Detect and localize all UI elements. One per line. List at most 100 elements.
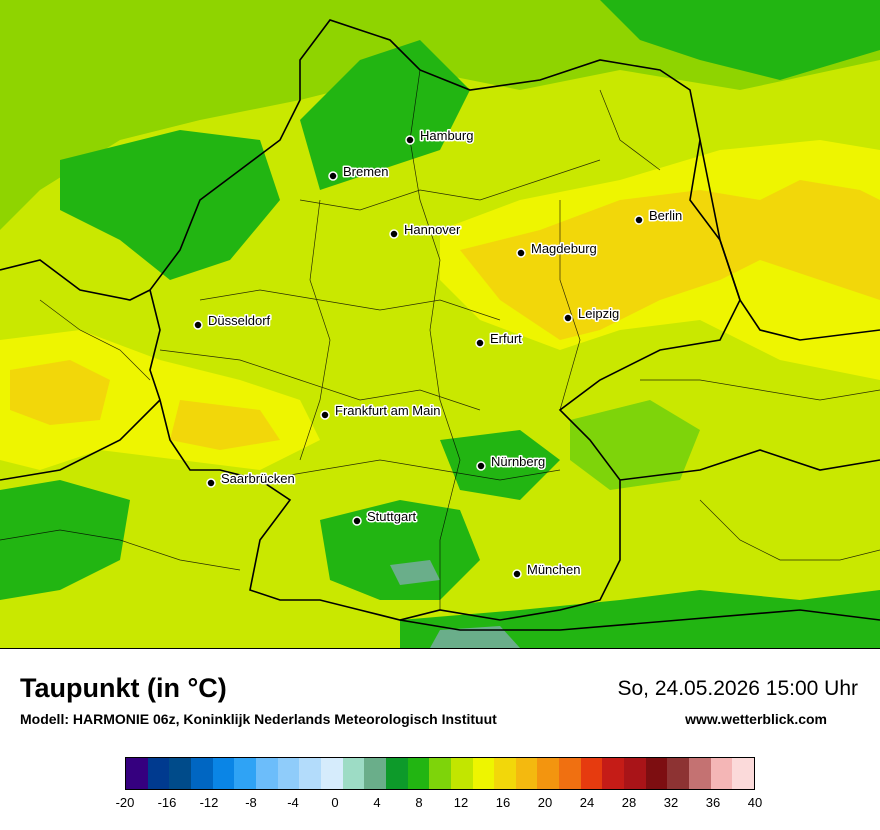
legend-tick-label: 20 — [537, 795, 553, 810]
svg-text:Nürnberg: Nürnberg — [491, 454, 545, 469]
legend-swatch — [450, 758, 473, 789]
city-magdeburg: Magdeburg — [516, 240, 598, 258]
legend-tick-label: -4 — [287, 795, 299, 810]
model-credit: Modell: HARMONIE 06z, Koninklijk Nederla… — [20, 711, 497, 727]
legend-swatch — [559, 758, 581, 789]
forecast-datetime: So, 24.05.2026 15:00 Uhr — [617, 677, 858, 700]
legend-swatch — [255, 758, 278, 789]
legend-tick-label: -20 — [115, 795, 135, 810]
legend-swatch — [169, 758, 191, 789]
city-saarbruecken: Saarbrücken — [206, 470, 296, 488]
field-sw-green — [0, 480, 130, 600]
city-nuernberg: Nürnberg — [476, 453, 547, 471]
legend-tick-label: 24 — [579, 795, 595, 810]
field-nuernberg-green — [440, 430, 560, 500]
legend-swatch — [234, 758, 256, 789]
dewpoint-map: Hamburg Bremen Hannover Berlin Magdeburg… — [0, 0, 880, 649]
country-borders — [0, 19, 880, 631]
legend-tick-label: -12 — [199, 795, 219, 810]
legend-tick-label: 16 — [495, 795, 511, 810]
border-nl-be — [0, 259, 151, 301]
legend-tick-label: 28 — [621, 795, 637, 810]
legend-swatch — [212, 758, 235, 789]
city-hamburg: Hamburg — [405, 127, 475, 145]
city-berlin: Berlin — [634, 207, 684, 225]
svg-text:Bremen: Bremen — [343, 164, 389, 179]
legend-tick-label: 8 — [415, 795, 423, 810]
field-nw-green — [60, 130, 280, 280]
field-hamburg-green — [300, 40, 470, 190]
legend-swatch — [320, 758, 343, 789]
border-cz — [619, 449, 880, 481]
field-czech-green — [570, 400, 700, 490]
field-west-orange — [10, 360, 110, 425]
color-scale-ticks: -20 -16 -12 -8 -4 0 4 8 12 16 20 24 28 32 36 40 — [116, 795, 763, 815]
legend-swatch — [602, 758, 625, 789]
legend-tick-label: 0 — [331, 795, 339, 810]
svg-text:Erfurt: Erfurt — [490, 331, 522, 346]
svg-text:Hannover: Hannover — [404, 222, 461, 237]
border-pl — [699, 139, 880, 341]
border-fr — [0, 399, 161, 481]
legend-swatch — [689, 758, 711, 789]
legend-swatch — [147, 758, 170, 789]
legend-swatch — [364, 758, 386, 789]
legend-swatch — [429, 758, 451, 789]
map-title: Taupunkt (in °C) — [20, 673, 227, 703]
state-borders — [0, 69, 880, 610]
legend-swatch — [645, 758, 668, 789]
legend-swatch — [190, 758, 213, 789]
border-at — [399, 609, 880, 631]
field-north-sea — [0, 0, 880, 230]
legend-tick-label: 36 — [705, 795, 721, 810]
svg-text:Frankfurt am Main: Frankfurt am Main — [335, 403, 440, 418]
field-baltic — [600, 0, 880, 80]
svg-text:München: München — [527, 562, 580, 577]
field-alps-light — [390, 560, 440, 585]
legend-swatch — [299, 758, 321, 789]
legend-swatch — [385, 758, 408, 789]
svg-text:Düsseldorf: Düsseldorf — [208, 313, 271, 328]
legend-swatch — [537, 758, 560, 789]
legend-swatch — [515, 758, 538, 789]
field-alps-green — [400, 590, 880, 648]
legend-swatch — [277, 758, 300, 789]
legend-swatch — [342, 758, 365, 789]
border-germany — [149, 19, 741, 621]
legend-swatch — [494, 758, 516, 789]
legend-swatch — [126, 758, 148, 789]
legend-tick-label: -8 — [245, 795, 257, 810]
city-frankfurt: Frankfurt am Main — [320, 402, 442, 420]
city-duesseldorf: Düsseldorf — [193, 312, 272, 330]
city-erfurt: Erfurt — [475, 330, 524, 348]
legend-tick-label: 4 — [373, 795, 381, 810]
city-bremen: Bremen — [328, 163, 390, 181]
legend-swatch — [624, 758, 646, 789]
svg-text:Magdeburg: Magdeburg — [531, 241, 597, 256]
city-stuttgart: Stuttgart — [352, 508, 418, 526]
city-hannover: Hannover — [389, 221, 463, 239]
color-scale-legend — [125, 757, 755, 790]
legend-tick-label: -16 — [157, 795, 177, 810]
svg-text:Stuttgart: Stuttgart — [367, 509, 417, 524]
svg-text:Saarbrücken: Saarbrücken — [221, 471, 295, 486]
field-alps-teal — [430, 626, 520, 648]
legend-tick-label: 40 — [747, 795, 763, 810]
legend-swatch — [732, 758, 755, 789]
cities: Hamburg Bremen Hannover Berlin Magdeburg… — [193, 127, 684, 579]
legend-swatch — [580, 758, 603, 789]
svg-text:Hamburg: Hamburg — [420, 128, 473, 143]
legend-tick-label: 12 — [453, 795, 469, 810]
city-leipzig: Leipzig — [563, 305, 621, 323]
map-footer: Taupunkt (in °C) Modell: HARMONIE 06z, K… — [0, 649, 880, 830]
legend-swatch — [407, 758, 430, 789]
field-frankfurt-orange — [170, 400, 280, 450]
website-link[interactable]: www.wetterblick.com — [685, 711, 827, 727]
legend-swatch — [710, 758, 733, 789]
legend-tick-label: 32 — [663, 795, 679, 810]
svg-text:Leipzig: Leipzig — [578, 306, 619, 321]
legend-swatch — [472, 758, 495, 789]
city-muenchen: München — [512, 561, 582, 579]
field-east-orange — [460, 180, 880, 340]
legend-swatch — [667, 758, 690, 789]
